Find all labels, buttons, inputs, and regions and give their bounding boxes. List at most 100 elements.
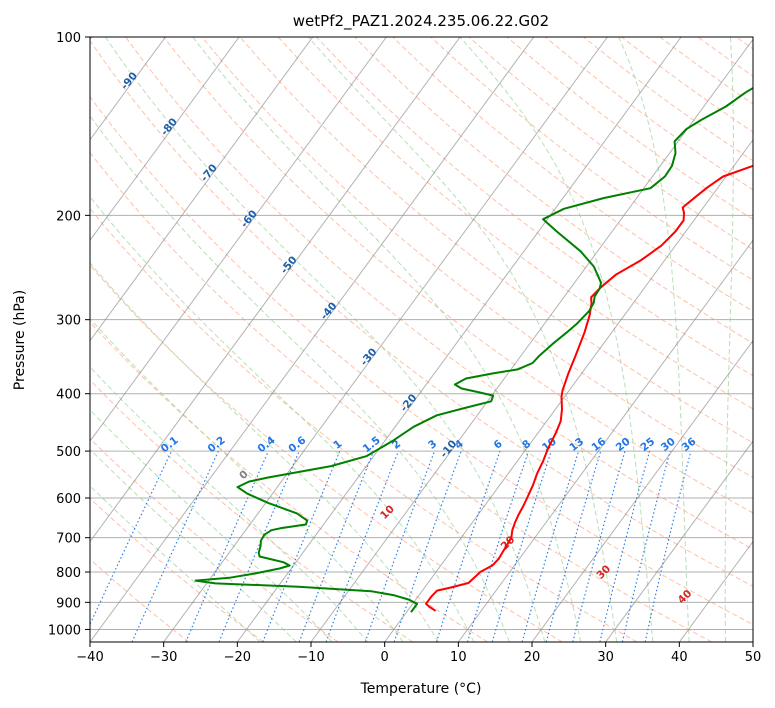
- mixing-ratio-line: [466, 450, 530, 642]
- moist-adiabat: [90, 196, 475, 642]
- mixing-ratio-line: [90, 450, 173, 626]
- mixing-ratio-label: 0.6: [286, 434, 308, 455]
- moist-adiabat: [724, 37, 735, 642]
- moist-adiabat: [90, 409, 333, 642]
- mixing-ratio-line: [131, 450, 219, 642]
- moist-adiabat: [90, 317, 404, 642]
- dry-adiabat: [659, 37, 753, 105]
- y-tick-label: 600: [56, 492, 81, 507]
- y-axis: 100 200 300 400 500 600 700 800 900 1000: [48, 31, 90, 638]
- dry-adiabat: [125, 37, 753, 550]
- isotherm-label: -20: [398, 392, 419, 414]
- isotherm: [90, 37, 535, 642]
- mixing-ratio-line: [572, 450, 626, 642]
- isotherm: [90, 37, 461, 543]
- y-tick-label: 500: [56, 445, 81, 460]
- x-tick-label: −40: [76, 650, 103, 665]
- isotherm: [90, 37, 166, 141]
- x-tick-label: 40: [671, 650, 688, 665]
- y-tick-label: 300: [56, 314, 81, 329]
- moist-adiabat: [459, 37, 654, 642]
- isotherm: [605, 440, 753, 642]
- isotherm: [457, 239, 753, 642]
- mixing-ratio-label: 8: [520, 438, 533, 452]
- mixing-ratio-label: 0.1: [159, 434, 181, 455]
- y-tick-label: 400: [56, 388, 81, 403]
- isotherm: [236, 37, 682, 642]
- dry-adiabat: [506, 37, 753, 220]
- moist-adiabat: [307, 37, 618, 642]
- moist-adiabat: [90, 366, 369, 642]
- moist-adiabat: [90, 448, 297, 642]
- isotherm: [310, 38, 753, 642]
- mixing-ratio-label: 0.4: [256, 434, 278, 455]
- moist-adiabat-label: 30: [594, 563, 613, 582]
- x-tick-label: 30: [597, 650, 614, 665]
- dry-adiabat: [90, 151, 712, 642]
- mixing-ratio-line: [599, 450, 651, 642]
- isotherm-label: -30: [358, 346, 379, 368]
- moist-adiabat: [192, 37, 582, 642]
- mixing-ratio-line: [435, 450, 501, 642]
- x-tick-label: 50: [745, 650, 762, 665]
- dry-adiabat: [735, 37, 753, 50]
- isotherm: [531, 339, 753, 642]
- sounding-profiles: [194, 86, 753, 613]
- dry-adiabat: [90, 321, 488, 642]
- isotherm-label: -50: [278, 254, 299, 276]
- isotherm: [90, 37, 387, 442]
- isotherm-label: -90: [119, 70, 140, 92]
- isotherm-label: -60: [238, 208, 259, 230]
- isotherm: [384, 138, 753, 642]
- x-tick-label: −20: [224, 650, 251, 665]
- mixing-ratio-line: [364, 450, 436, 642]
- x-tick-label: 20: [524, 650, 541, 665]
- mixing-ratio-line: [262, 450, 341, 642]
- mixing-ratio-line: [621, 450, 671, 642]
- y-tick-label: 700: [56, 532, 81, 547]
- moist-adiabat: [105, 37, 546, 642]
- moist-adiabat: [90, 115, 510, 642]
- mixing-ratio-label: 3: [426, 438, 439, 452]
- plot-frame: [89, 36, 754, 643]
- y-tick-label: 200: [56, 209, 81, 224]
- isotherm-labels: -100-90-80-70-60-50-40-30-20-10: [90, 37, 459, 460]
- y-tick-label: 800: [56, 566, 81, 581]
- dry-adiabat: [163, 37, 753, 514]
- dry-adiabat: [90, 39, 753, 588]
- x-tick-label: 10: [450, 650, 467, 665]
- dry-adiabat: [90, 207, 638, 642]
- temperature-profile-line: [425, 164, 753, 612]
- chart-title: wetPf2_PAZ1.2024.235.06.22.G02: [293, 12, 549, 31]
- y-tick-label: 100: [56, 31, 81, 46]
- isotherm-label: -80: [159, 116, 180, 138]
- dry-adiabat: [697, 37, 753, 77]
- moist-adiabat-label: 0: [237, 468, 251, 482]
- dry-adiabat: [354, 37, 753, 344]
- x-tick-label: 0: [381, 650, 389, 665]
- mixing-ratio-line: [218, 450, 300, 642]
- x-axis-label: Temperature (°C): [360, 681, 482, 697]
- mixing-ratio-line: [393, 450, 462, 642]
- dry-adiabat: [90, 497, 264, 642]
- x-tick-label: −10: [297, 650, 324, 665]
- mixing-ratio-line: [644, 450, 692, 642]
- dewpoint-profile-line: [194, 86, 753, 613]
- y-axis-label: Pressure (hPa): [12, 290, 28, 390]
- moist-adiabat-label: 40: [676, 588, 695, 607]
- isotherm: [163, 37, 608, 642]
- background-lines: [90, 37, 753, 642]
- dry-adiabat: [90, 95, 753, 626]
- dry-adiabat: [277, 37, 753, 410]
- isotherm-label: -40: [318, 300, 339, 322]
- x-tick-label: −30: [150, 650, 177, 665]
- moist-adiabat-label: 10: [378, 503, 397, 522]
- mixing-ratio-line: [521, 450, 580, 642]
- x-axis: −40 −30 −20 −10 0 10 20 30 40 50: [76, 642, 761, 665]
- dry-adiabat: [90, 264, 563, 642]
- isotherm: [90, 37, 240, 242]
- mixing-ratio-label: 6: [492, 438, 505, 452]
- dry-adiabat: [316, 37, 753, 377]
- isotherm: [752, 641, 753, 642]
